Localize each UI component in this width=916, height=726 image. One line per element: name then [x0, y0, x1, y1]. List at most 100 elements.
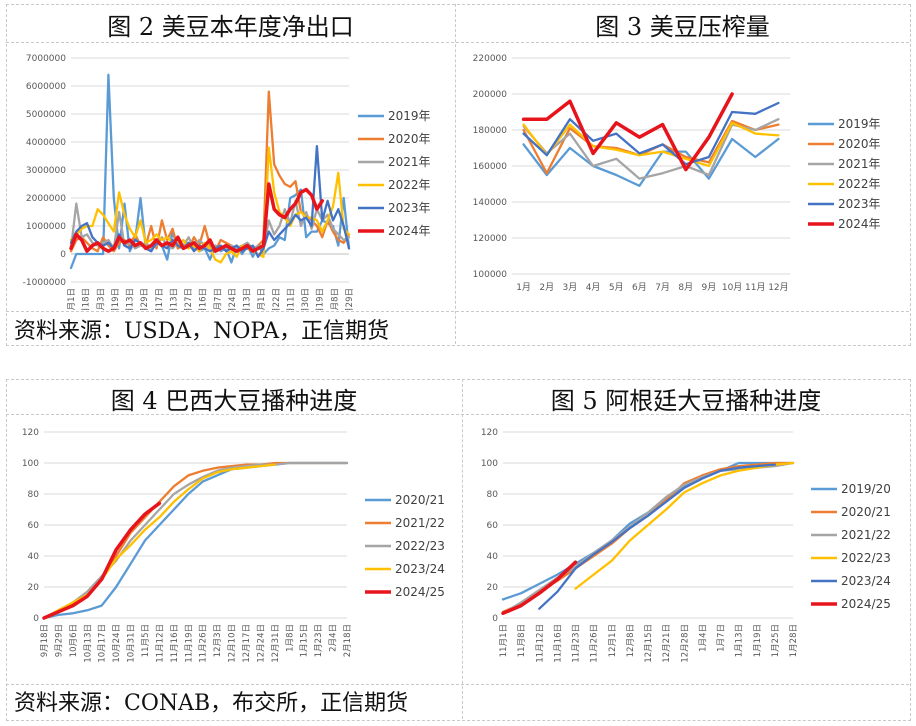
fig5-xtick-label: 1月25日: [771, 624, 781, 657]
fig5-xtick-label: 11月12日: [535, 624, 545, 663]
fig2-xtick-label: 4月17日: [155, 288, 165, 310]
fig2-legend-label: 2024年: [388, 224, 431, 238]
fig5-xtick-label: 12月21日: [662, 624, 672, 663]
fig3-xtick-label: 2月: [539, 282, 554, 293]
fig5-legend-label: 2020/21: [841, 505, 891, 519]
top-source-text: 资料来源：USDA，NOPA，正信期货: [14, 319, 390, 344]
fig2-xtick-label: 7月7日: [213, 288, 223, 310]
fig2-ytick-label: 2000000: [26, 194, 66, 204]
fig5-ytick-label: 120: [481, 428, 498, 438]
fig3-xtick-label: 3月: [563, 282, 578, 293]
fig3-series-2019年: [522, 137, 780, 187]
fig3-chart: 100000 120000 140000 160000 180000 200000 2200…: [473, 54, 881, 293]
fig4-xtick-label: 10月24日: [112, 624, 122, 663]
fig2-ytick-label: 5000000: [26, 110, 66, 120]
fig2-xtick-label: 10月11日: [286, 288, 296, 310]
top-source-line: [6, 311, 909, 312]
fig5-xtick-label: 11月23日: [572, 624, 582, 663]
top-title-underline: [6, 42, 909, 43]
fig5-ytick-label: 80: [487, 490, 499, 500]
fig4-legend-label: 2020/21: [395, 493, 445, 507]
fig2-xtick-label: 10月30日: [301, 288, 311, 310]
fig2-xtick-label: 2月19日: [111, 288, 121, 310]
fig5-ytick-label: 0: [492, 614, 498, 624]
fig5-ytick-label: 60: [487, 521, 499, 531]
fig4-ytick-label: 20: [28, 583, 40, 593]
fig3-title: 图 3 美豆压榨量: [595, 13, 770, 41]
fig5-xtick-label: 12月1日: [608, 624, 618, 657]
fig3-series-2022年: [522, 121, 780, 168]
top-panel-frame: [6, 4, 911, 346]
fig5-xtick-label: 11月8日: [517, 624, 527, 657]
fig3-legend-label: 2020年: [838, 137, 881, 151]
fig2-legend-label: 2019年: [388, 109, 431, 123]
fig2-ytick-label: -1000000: [23, 278, 67, 288]
fig5-xtick-label: 12月8日: [626, 624, 636, 657]
fig5-series-2022/23: [574, 461, 795, 590]
fig3-xtick-label: 6月: [632, 282, 647, 293]
fig3-legend-label: 2021年: [838, 157, 881, 171]
fig4-xtick-label: 2月18日: [343, 624, 353, 657]
fig4-xtick-label: 9月29日: [54, 624, 64, 657]
fig2-xtick-label: 2月3日: [96, 288, 106, 310]
fig3-xtick-label: 1月: [516, 282, 531, 293]
bottom-title-underline: [6, 414, 909, 415]
fig2-xtick-label: 6月16日: [199, 288, 209, 310]
fig2-xtick-label: 12月29日: [345, 288, 355, 310]
fig3-xtick-label: 4月: [586, 282, 601, 293]
fig3-legend-label: 2024年: [838, 217, 881, 231]
fig3-series-2020年: [522, 119, 780, 175]
fig5-xtick-label: 11月16日: [553, 624, 563, 663]
fig4-ytick-label: 80: [28, 490, 40, 500]
fig5-ytick-label: 40: [487, 552, 499, 562]
fig5-legend-label: 2023/24: [841, 574, 891, 588]
fig5-xtick-label: 12月15日: [644, 624, 654, 663]
fig2-legend-label: 2020年: [388, 132, 431, 146]
fig4-series-2023/24: [42, 463, 277, 620]
fig4-ytick-label: 100: [22, 459, 39, 469]
fig4-xtick-label: 11月26日: [199, 624, 209, 663]
fig5-xtick-label: 1月28日: [789, 624, 799, 657]
fig2-ytick-label: 7000000: [26, 54, 66, 64]
fig5-xtick-label: 1月4日: [698, 624, 708, 652]
fig3-ytick-label: 200000: [473, 90, 508, 100]
fig2-series-2024年: [69, 182, 325, 253]
fig5-chart: 0 20 40 60 80 100 120 11月1日 11月8日 11月12日 11月16日 11月…: [481, 428, 891, 663]
fig2-ytick-label: 4000000: [26, 138, 66, 148]
fig4-xtick-label: 1月8日: [285, 624, 295, 652]
fig3-xtick-label: 9月: [702, 282, 717, 293]
bottom-source-line: [6, 684, 909, 685]
fig4-legend-label: 2023/24: [395, 562, 445, 576]
fig4-legend-label: 2021/22: [395, 516, 445, 530]
fig2-legend-label: 2022年: [388, 178, 431, 192]
fig2-xtick-label: 3月13日: [126, 288, 136, 310]
fig3-legend-label: 2022年: [838, 177, 881, 191]
fig4-xtick-label: 10月17日: [98, 624, 108, 663]
fig5-legend-label: 2022/23: [841, 551, 891, 565]
fig4-xtick-label: 1月15日: [300, 624, 310, 657]
fig5-xtick-label: 11月26日: [590, 624, 600, 663]
fig2-xtick-label: 11月19日: [316, 288, 326, 310]
fig2-ytick-label: 0: [60, 250, 66, 260]
fig2-title: 图 2 美豆本年度净出口: [107, 13, 354, 41]
fig3-xtick-label: 7月: [655, 282, 670, 293]
fig5-ytick-label: 100: [481, 459, 498, 469]
fig3-xtick-label: 10月: [722, 282, 742, 293]
fig2-ytick-label: 3000000: [26, 166, 66, 176]
fig4-ytick-label: 40: [28, 552, 40, 562]
fig5-series-2019/20: [501, 461, 795, 601]
fig4-xtick-label: 11月5日: [141, 624, 151, 657]
fig4-xtick-label: 12月17日: [242, 624, 252, 663]
fig3-xtick-label: 12月: [768, 282, 788, 293]
fig4-xtick-label: 10月6日: [69, 624, 79, 657]
fig2-xtick-label: 9月22日: [272, 288, 282, 310]
fig5-series-2023/24: [538, 463, 777, 610]
fig3-series-2024年: [521, 92, 734, 172]
fig4-xtick-label: 1月23日: [314, 624, 324, 657]
fig3-ytick-label: 140000: [473, 198, 508, 208]
fig2-xtick-label: 1月18日: [82, 288, 92, 310]
fig4-xtick-label: 12月10日: [228, 624, 238, 663]
fig4-xtick-label: 12月31日: [271, 624, 281, 663]
fig2-xtick-label: 7月24日: [228, 288, 238, 310]
fig4-xtick-label: 12月24日: [256, 624, 266, 663]
